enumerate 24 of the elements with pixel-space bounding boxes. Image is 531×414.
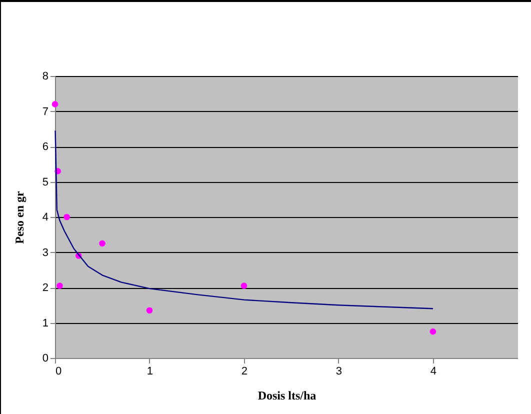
x-tick-label: 0 [56, 366, 62, 378]
point [99, 240, 106, 247]
x-tick-label: 3 [336, 366, 342, 378]
line-series [54, 130, 434, 310]
y-tick-label: 5 [42, 176, 48, 188]
x-tick-label: 2 [241, 366, 248, 378]
point [64, 214, 70, 220]
y-tick-label: 2 [42, 282, 48, 294]
point [146, 307, 153, 314]
point [430, 328, 436, 335]
point [240, 282, 248, 289]
x-tick-label: 1 [146, 366, 154, 378]
y-tick-label: 6 [42, 141, 48, 153]
y-tick-label: 4 [42, 212, 48, 224]
point [52, 101, 58, 108]
point [56, 282, 63, 289]
y-tick-label: 0 [42, 352, 48, 364]
x-axis-title: Dosis lts/ha [258, 388, 316, 402]
y-tick-label: 7 [42, 106, 48, 118]
y-tick-label: 1 [42, 317, 48, 330]
x-tick-label: 4 [430, 366, 437, 378]
y-tick-label: 8 [42, 70, 48, 82]
y-tick-label: 3 [42, 246, 48, 259]
y-axis-title: Peso en gr [12, 190, 26, 244]
